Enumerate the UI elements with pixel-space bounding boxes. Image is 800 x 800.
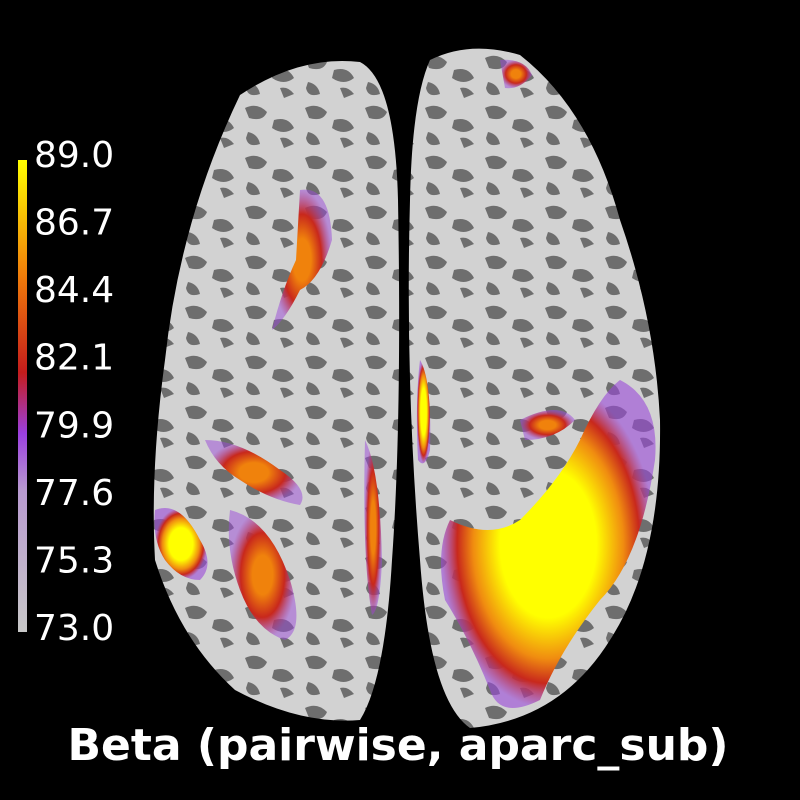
colorbar-tick-label: 86.7 xyxy=(34,203,114,244)
colorbar-tick-label: 73.0 xyxy=(34,608,114,649)
colorbar-tick-label: 77.6 xyxy=(34,473,114,514)
colorbar-tick-label: 89.0 xyxy=(34,135,114,176)
activation xyxy=(154,59,656,708)
colorbar-ticks: 89.0 86.7 84.4 82.1 79.9 77.6 75.3 73.0 xyxy=(34,135,114,649)
colorbar-tick-label: 75.3 xyxy=(34,540,114,581)
colorbar xyxy=(18,160,27,632)
left-hemisphere xyxy=(153,60,400,721)
colorbar-tick-label: 84.4 xyxy=(34,270,114,311)
colorbar-tick-label: 79.9 xyxy=(34,405,114,446)
title: Beta (pairwise, aparc_sub) xyxy=(67,720,728,771)
colorbar-tick-label: 82.1 xyxy=(34,338,114,379)
